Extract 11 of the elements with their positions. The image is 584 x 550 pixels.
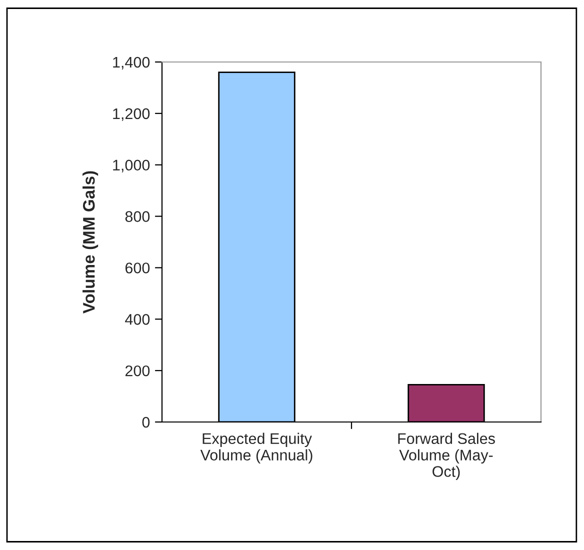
x-tick-label: Expected Equity Volume (Annual) [200, 432, 312, 464]
y-tick-label: 600 [125, 262, 150, 274]
y-tick-label: 800 [125, 211, 150, 222]
x-tick-label: Forward Sales Volume (May- Oct) [398, 432, 495, 480]
y-tick-label: 1,400 [113, 56, 150, 70]
y-tick-label: 400 [125, 314, 150, 325]
y-tick-label: 1,000 [113, 160, 150, 172]
y-axis-title: Volume (MM Gals) [82, 171, 98, 314]
y-tick-label: 0 [142, 416, 150, 428]
y-tick-label: 1,200 [113, 108, 150, 121]
y-tick-label: 200 [125, 365, 150, 376]
